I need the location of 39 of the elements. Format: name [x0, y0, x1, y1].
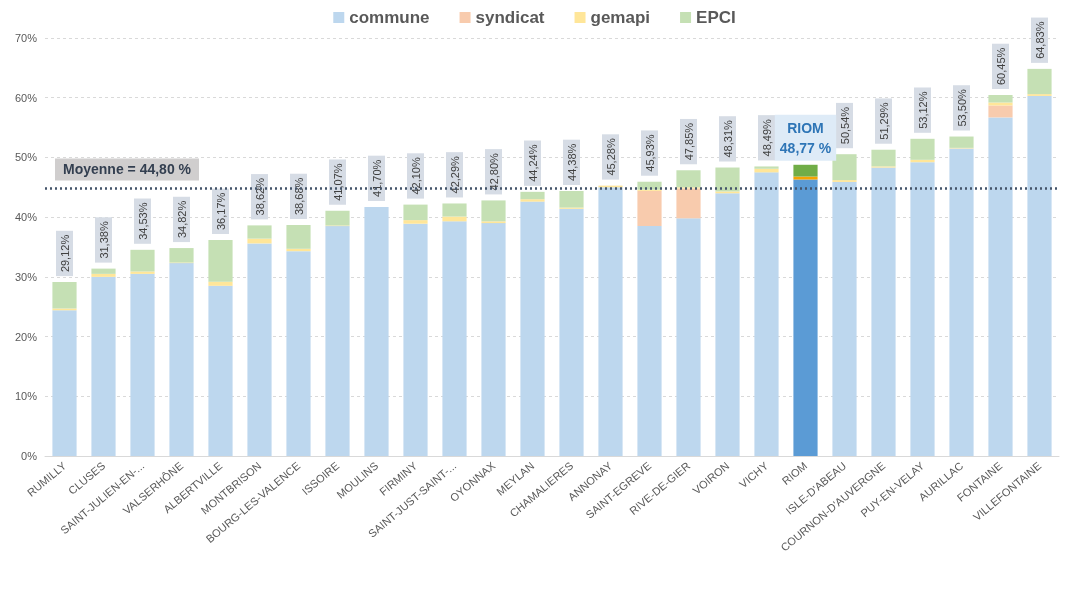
total-label: 42,10%: [409, 157, 422, 195]
total-label: 64,83%: [1033, 21, 1046, 59]
y-tick-label: 20%: [14, 330, 38, 343]
total-label: 60,45%: [994, 47, 1007, 86]
total-label: 45,93%: [643, 134, 656, 172]
total-label: 42,29%: [448, 155, 461, 194]
total-label: 53,50%: [955, 89, 968, 127]
total-label: 53,12%: [916, 91, 929, 129]
total-label: 48,49%: [760, 118, 773, 157]
total-label: 41,07%: [331, 163, 344, 201]
total-label: 34,53%: [136, 202, 149, 240]
total-label: 36,17%: [214, 192, 227, 231]
total-label: 44,24%: [526, 144, 539, 182]
total-label: 38,62%: [253, 177, 266, 216]
total-label: 29,12%: [58, 234, 71, 273]
total-label: 42,80%: [487, 152, 500, 191]
legend-label: commune: [349, 8, 430, 27]
total-label: 41,70%: [370, 159, 383, 197]
legend-label: syndicat: [475, 8, 545, 27]
y-tick-label: 60%: [14, 91, 38, 104]
total-label: 50,54%: [838, 106, 851, 145]
total-label: 45,28%: [604, 138, 617, 176]
ref-line-label: Moyenne = 44,80 %: [63, 161, 192, 178]
legend-label: gemapi: [590, 8, 651, 27]
y-tick-label: 0%: [21, 450, 38, 462]
y-tick-label: 70%: [14, 32, 38, 44]
y-tick-label: 50%: [14, 151, 38, 164]
total-label: 34,82%: [175, 200, 188, 239]
y-tick-label: 30%: [14, 270, 38, 283]
total-label: 48,31%: [721, 119, 734, 158]
total-label: 44,38%: [565, 143, 578, 181]
total-label: 47,85%: [682, 122, 695, 161]
total-label: 38,68%: [292, 177, 305, 216]
y-tick-label: 10%: [14, 390, 38, 403]
total-label: 31,38%: [97, 221, 110, 259]
total-label: 51,29%: [877, 102, 890, 140]
annotation: RIOM 48,77 %: [779, 119, 832, 156]
y-tick-label: 40%: [14, 211, 38, 224]
legend-label: EPCI: [696, 8, 736, 27]
